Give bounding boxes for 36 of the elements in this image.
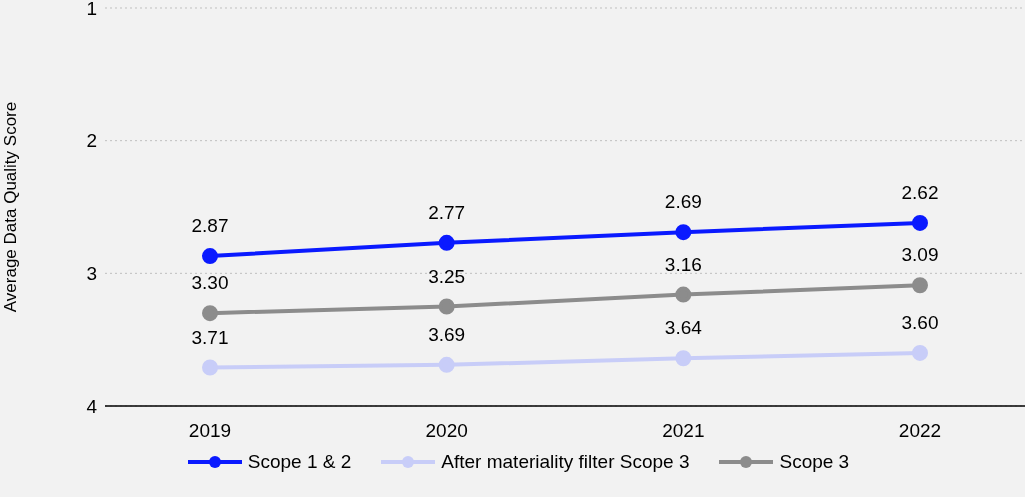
x-tick-label: 2019 <box>188 420 232 442</box>
point <box>912 277 928 294</box>
point <box>675 224 692 241</box>
point <box>675 286 692 303</box>
data-label: 3.16 <box>664 253 702 275</box>
point <box>912 344 928 361</box>
data-label: 3.60 <box>901 311 939 333</box>
x-tick-label: 2021 <box>662 420 705 442</box>
data-label: 3.25 <box>428 265 466 287</box>
data-label: 3.09 <box>901 244 939 266</box>
y-tick-label: 3 <box>86 263 97 285</box>
point <box>912 214 928 231</box>
y-tick-label: 1 <box>86 0 97 19</box>
data-label: 3.64 <box>664 317 703 339</box>
point <box>438 356 455 373</box>
data-label: 2.69 <box>664 191 702 213</box>
point <box>675 350 692 367</box>
data-label: 3.69 <box>428 323 466 345</box>
data-label: 2.87 <box>191 215 229 237</box>
legend-label: Scope 3 <box>779 451 850 473</box>
data-label: 2.62 <box>901 181 939 203</box>
y-tick-label: 2 <box>86 130 97 152</box>
point <box>438 298 455 315</box>
point <box>202 359 218 376</box>
x-tick-label: 2020 <box>425 420 468 442</box>
point <box>202 305 218 322</box>
point <box>202 248 218 265</box>
legend-label: After materiality filter Scope 3 <box>441 451 690 473</box>
point <box>438 234 455 251</box>
y-tick-label: 4 <box>86 395 98 417</box>
data-label: 3.30 <box>191 272 229 294</box>
legend-label: Scope 1 & 2 <box>247 451 352 473</box>
data-label: 2.77 <box>428 201 466 223</box>
x-tick-label: 2022 <box>898 420 942 442</box>
y-axis-title: Average Data Quality Score <box>1 101 21 313</box>
data-label: 3.71 <box>191 326 229 348</box>
